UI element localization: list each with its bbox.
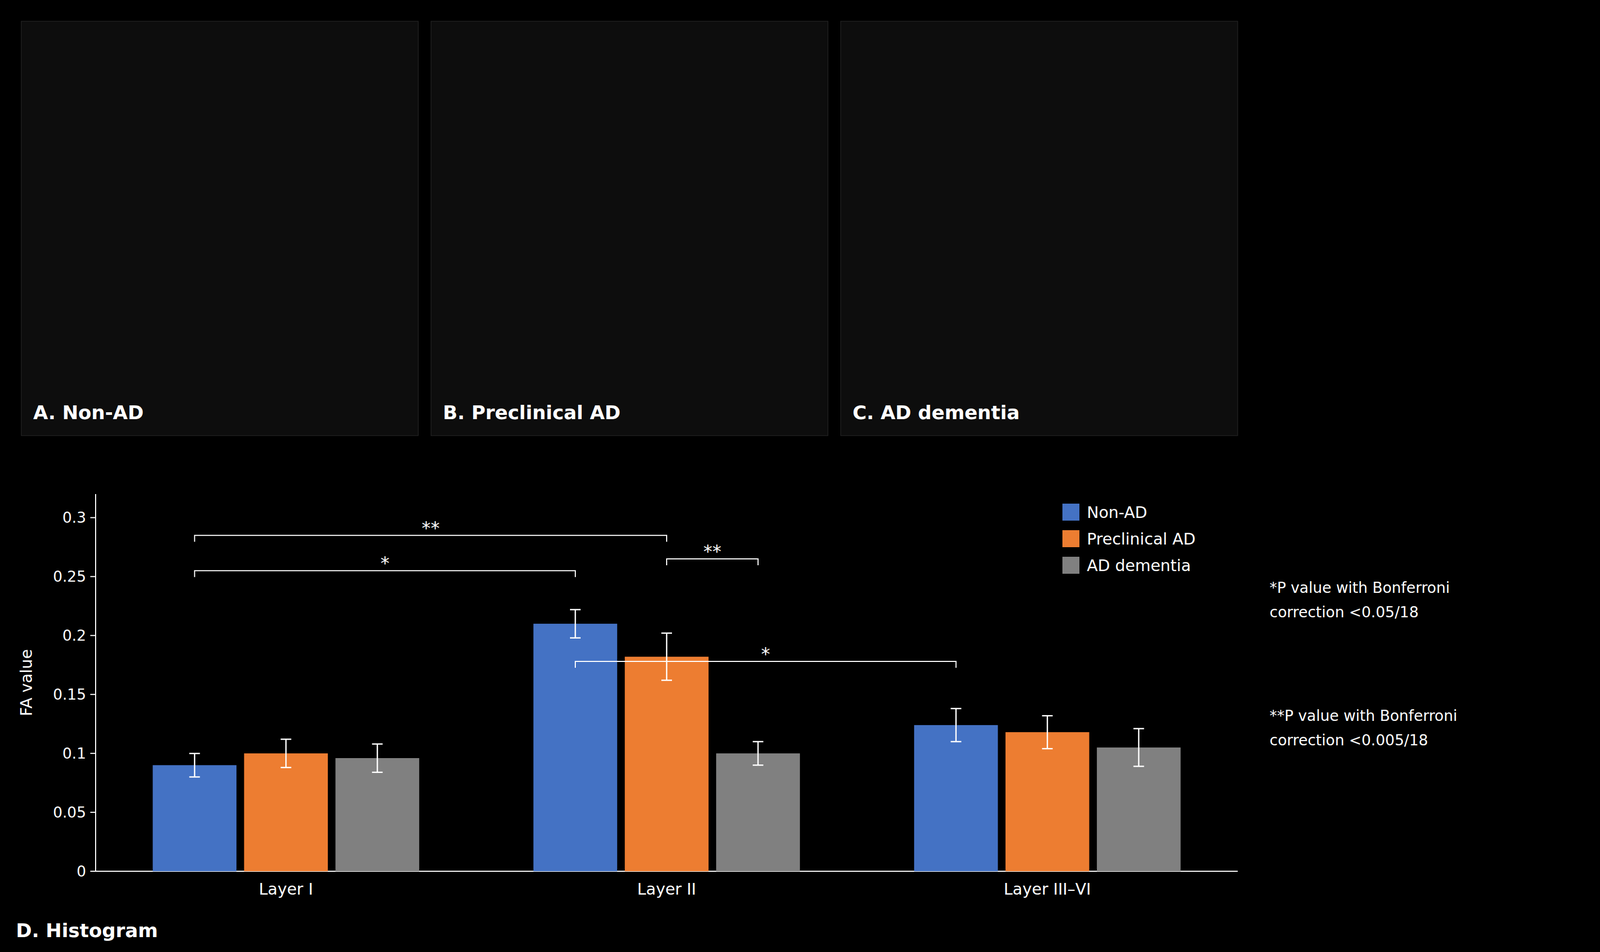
image-panel xyxy=(21,21,419,436)
y-axis-line xyxy=(95,494,97,872)
legend: Non-AD Preclinical AD AD dementia xyxy=(1062,503,1196,575)
legend-swatch xyxy=(1062,530,1080,548)
y-tick xyxy=(90,811,96,813)
note-line: *​P value with Bonferroni xyxy=(1269,578,1450,597)
error-bar xyxy=(569,609,581,638)
note-line: correction <0.005/18 xyxy=(1269,731,1428,750)
y-tick xyxy=(90,752,96,754)
bar xyxy=(716,753,800,872)
error-bar xyxy=(1042,715,1053,749)
y-tick xyxy=(90,575,96,577)
note-line: **​P value with Bonferroni xyxy=(1269,707,1458,725)
legend-swatch xyxy=(1062,556,1080,574)
bar xyxy=(152,764,237,872)
error-bar xyxy=(371,743,383,772)
chart-label: D. Histogram xyxy=(15,919,158,942)
significance-label: ** xyxy=(421,517,440,539)
bar xyxy=(244,753,329,872)
y-tick xyxy=(90,634,96,636)
y-tick-label: 0 xyxy=(76,862,87,881)
error-bar xyxy=(280,739,292,768)
note: *​P value with Bonferroni correction <0.0… xyxy=(1269,578,1450,621)
bars xyxy=(152,609,1181,872)
bar xyxy=(1005,732,1090,872)
error-bar xyxy=(661,633,672,681)
y-tick-label: 0.05 xyxy=(53,803,87,822)
background xyxy=(0,0,1600,952)
image-panel xyxy=(430,21,828,436)
x-tick-label: Layer I xyxy=(258,879,313,899)
error-bar xyxy=(752,741,764,765)
note-line: correction <0.05/18 xyxy=(1269,602,1419,621)
panel-label: A. Non-AD xyxy=(32,401,144,424)
y-axis: 0 0.05 0.1 0.15 0.2 0.25 0.3 xyxy=(53,494,96,881)
legend-label: AD dementia xyxy=(1086,556,1191,575)
error-bar xyxy=(189,753,200,777)
significance-label: ** xyxy=(703,540,722,563)
bar xyxy=(624,656,709,872)
bar xyxy=(533,623,618,872)
bar xyxy=(335,758,420,872)
image-panel xyxy=(840,21,1238,436)
legend-swatch xyxy=(1062,503,1080,521)
error-bar xyxy=(950,708,962,742)
y-tick-label: 0.25 xyxy=(53,567,87,586)
x-tick-label: Layer II xyxy=(637,879,697,899)
figure: A. Non-AD B. Preclinical AD C. AD dementia… xyxy=(0,0,1600,952)
significance: ****** xyxy=(194,517,956,668)
y-tick-label: 0.2 xyxy=(62,626,87,645)
significance-label: * xyxy=(761,643,771,665)
legend-label: Preclinical AD xyxy=(1086,529,1196,549)
y-tick-label: 0.1 xyxy=(62,744,87,763)
bar xyxy=(914,725,999,872)
panel-label: B. Preclinical AD xyxy=(443,401,621,424)
note: **​P value with Bonferroni correction <0.… xyxy=(1269,707,1458,750)
panel-label: C. AD dementia xyxy=(852,401,1020,424)
significance-label: * xyxy=(380,552,390,574)
y-tick-label: 0.3 xyxy=(62,508,87,527)
error-bar xyxy=(1133,728,1145,767)
y-tick xyxy=(90,870,96,872)
legend-label: Non-AD xyxy=(1086,503,1148,522)
y-tick xyxy=(90,516,96,518)
x-tick-label: Layer III–VI xyxy=(1003,879,1092,899)
y-axis-label: FA value xyxy=(16,649,36,717)
y-tick xyxy=(90,693,96,695)
y-tick-label: 0.15 xyxy=(53,685,87,704)
